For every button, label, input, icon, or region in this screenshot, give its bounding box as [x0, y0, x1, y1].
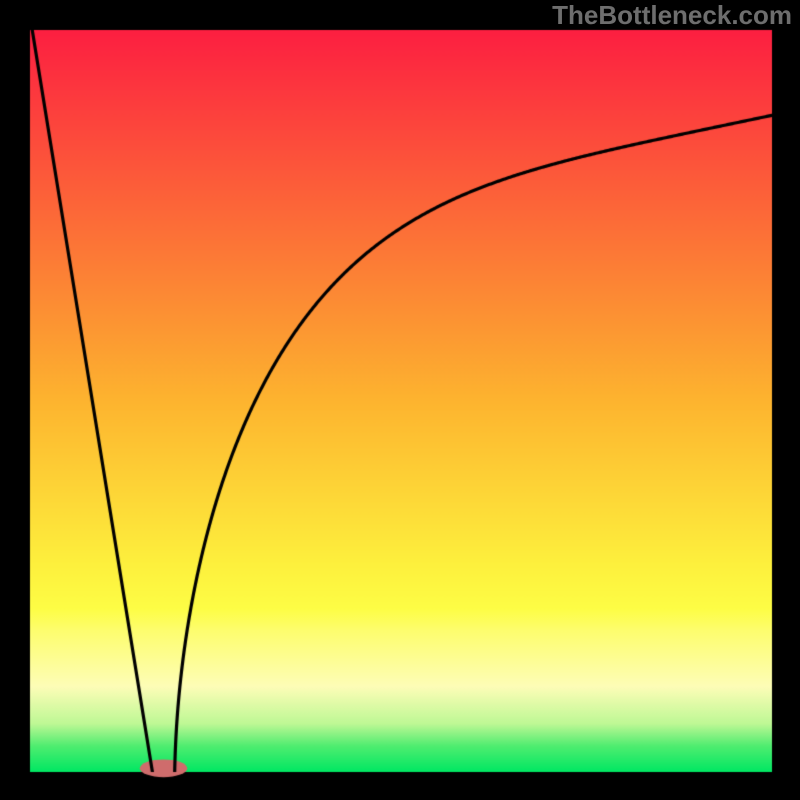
- bottleneck-chart-canvas: [0, 0, 800, 800]
- watermark-text: TheBottleneck.com: [552, 0, 792, 31]
- chart-container: TheBottleneck.com: [0, 0, 800, 800]
